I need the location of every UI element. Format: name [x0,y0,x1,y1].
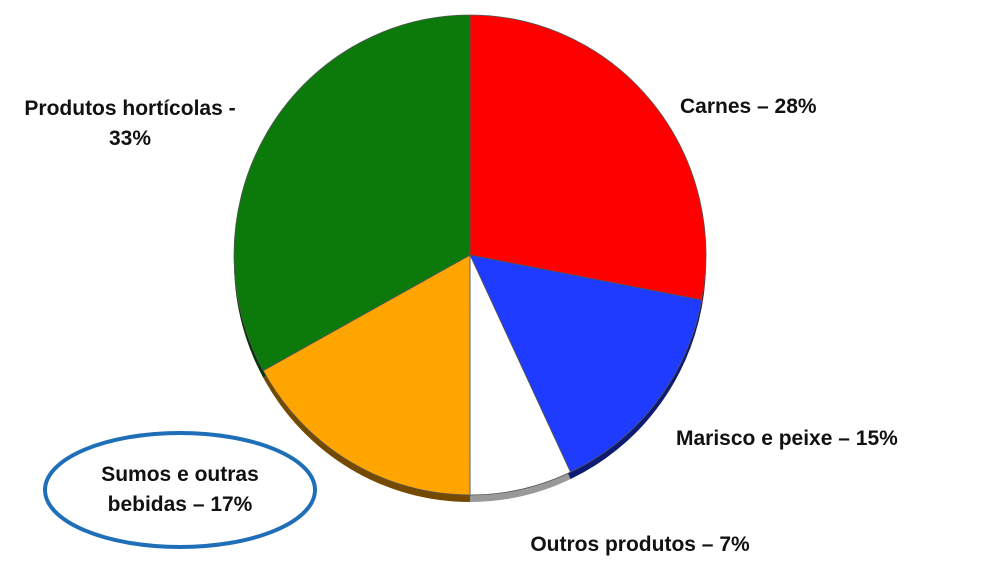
slice-label: Outros produtos – 7% [530,533,750,556]
slice-label: Produtos hortícolas - 33% [24,97,236,150]
highlight-ellipse [43,431,317,549]
pie-slices [233,14,707,496]
slice [469,14,707,301]
slice-label: Sumos e outras bebidas – 17% [101,463,259,516]
slice [469,254,703,473]
slice [233,14,471,372]
slice [469,254,572,496]
slice-label: Carnes – 28% [680,95,817,118]
slice-label: Marisco e peixe – 15% [676,427,898,450]
slice [262,254,471,496]
